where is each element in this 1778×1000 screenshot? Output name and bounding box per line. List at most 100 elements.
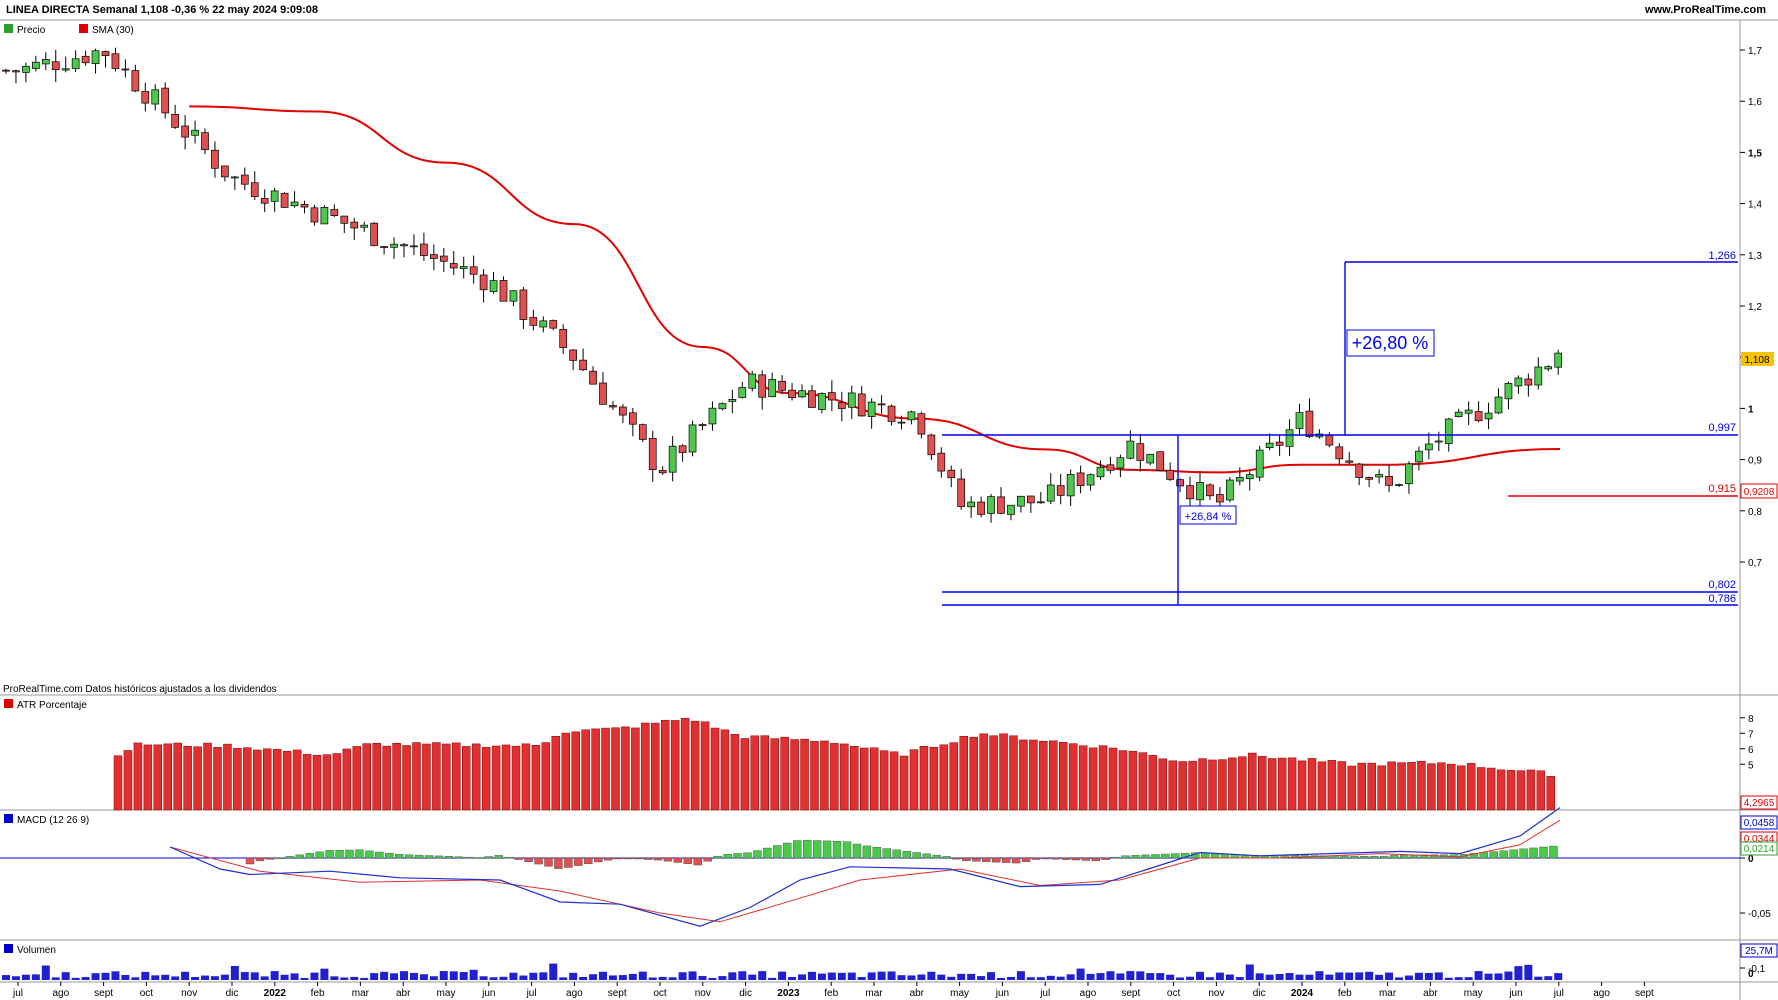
macd-hist-bar: [245, 857, 255, 865]
macd-hist-bar: [763, 847, 772, 859]
volume-bar: [758, 971, 767, 980]
atr-bar: [720, 729, 730, 811]
macd-legend[interactable]: MACD (12 26 9): [4, 814, 89, 826]
atr-bar: [1496, 769, 1506, 811]
volume-bar: [320, 968, 329, 980]
volume-bar: [817, 973, 826, 980]
atr-bar: [631, 727, 640, 811]
macd-hist-bar: [255, 857, 265, 862]
volume-bar: [1146, 973, 1155, 980]
volume-bar: [1444, 977, 1453, 980]
level-0915: 0,915: [1708, 483, 1736, 495]
macd-hist-bar: [464, 856, 474, 859]
volume-bar: [718, 976, 727, 980]
site-link[interactable]: www.ProRealTime.com: [1644, 4, 1766, 16]
atr-bar: [1546, 776, 1556, 811]
macd-hist-bar: [1390, 855, 1399, 859]
candle-body: [1196, 482, 1204, 501]
candle-body: [410, 245, 418, 248]
macd-hist-bar: [643, 857, 653, 860]
atr-bar: [491, 745, 501, 811]
atr-bar: [253, 749, 262, 811]
volume-bar: [51, 977, 60, 980]
atr-bar: [1447, 763, 1456, 811]
volume-bar: [1245, 964, 1254, 980]
atr-bar: [223, 743, 232, 811]
candle-body: [171, 113, 179, 128]
x-tick-label: oct: [1167, 988, 1181, 999]
volume-bar: [1375, 974, 1384, 980]
volume-bar: [877, 971, 886, 980]
atr-bar: [312, 754, 322, 811]
volume-legend[interactable]: Volumen: [4, 944, 56, 956]
volume-bar: [1046, 975, 1055, 980]
x-tick-label: feb: [1338, 988, 1352, 999]
atr-bar: [939, 744, 949, 811]
macd-hist-bar: [803, 839, 812, 859]
atr-bar: [1009, 735, 1018, 811]
price-tick-label: 1,6: [1748, 97, 1762, 108]
volume-bar: [61, 972, 70, 980]
x-tick-label: feb: [311, 988, 325, 999]
volume-bar: [907, 975, 916, 980]
volume-bar: [360, 977, 369, 980]
candle-body: [1176, 479, 1184, 487]
volume-bar: [1494, 973, 1503, 980]
macd-hist-bar: [733, 853, 742, 859]
atr-bar: [1437, 762, 1446, 811]
volume-bar: [380, 971, 389, 980]
level-labels: 1,266 0,997 0,915 0,802 0,786: [1708, 250, 1736, 605]
x-tick-label: jun: [481, 988, 495, 999]
annotation-2680[interactable]: +26,80 %: [1346, 329, 1435, 357]
atr-bar: [571, 731, 580, 811]
candle-body: [31, 61, 40, 69]
volume-bar: [91, 973, 100, 980]
candle-body: [599, 382, 607, 405]
atr-bar: [1108, 747, 1118, 811]
x-tick-label: mar: [1379, 988, 1397, 999]
atr-bars: [113, 717, 1556, 811]
atr-bar: [213, 747, 222, 811]
atr-bar: [850, 746, 859, 811]
atr-bar: [183, 745, 192, 811]
candle-body: [121, 68, 130, 71]
candle-body: [927, 434, 936, 456]
macd-hist-bar: [1101, 857, 1110, 860]
price-legend[interactable]: Precio SMA (30): [4, 24, 134, 36]
candle-body: [668, 445, 677, 473]
macd-hist-bar: [623, 857, 633, 860]
volume-bar: [549, 963, 558, 980]
volume-bar: [728, 972, 737, 980]
annotation-2680-label: +26,80 %: [1352, 333, 1429, 353]
atr-bar: [462, 746, 471, 811]
macd-hist-bar: [395, 854, 404, 859]
volume-bar: [141, 971, 150, 980]
atr-bar: [790, 739, 799, 811]
atr-bar: [133, 742, 143, 811]
candle-body: [778, 380, 786, 391]
measure-drawings[interactable]: [942, 261, 1738, 606]
volume-bar: [788, 976, 797, 980]
candle-body: [161, 87, 170, 114]
macd-hist-bar: [1549, 845, 1558, 859]
atr-legend[interactable]: ATR Porcentaje: [4, 699, 87, 711]
atr-bar: [272, 749, 282, 811]
macd-hist-bar: [1041, 857, 1051, 860]
volume-bar: [847, 972, 856, 980]
volume-bar: [240, 972, 249, 980]
candle-body: [857, 393, 866, 417]
atr-bar: [879, 750, 889, 811]
x-tick-label: ago: [1593, 988, 1610, 999]
atr-bar: [1198, 758, 1207, 811]
sma-value-tag: 0,9208: [1740, 483, 1778, 499]
macd-hist-bar: [992, 857, 1001, 863]
volume-bar: [300, 977, 309, 980]
atr-bar: [919, 745, 929, 811]
atr-bar: [1238, 756, 1247, 811]
macd-hist-bar: [922, 853, 931, 859]
candle-body: [350, 221, 359, 229]
macd-hist-bar: [693, 857, 702, 866]
annotation-2684[interactable]: +26,84 %: [1179, 505, 1237, 525]
candle-body: [1017, 495, 1025, 507]
